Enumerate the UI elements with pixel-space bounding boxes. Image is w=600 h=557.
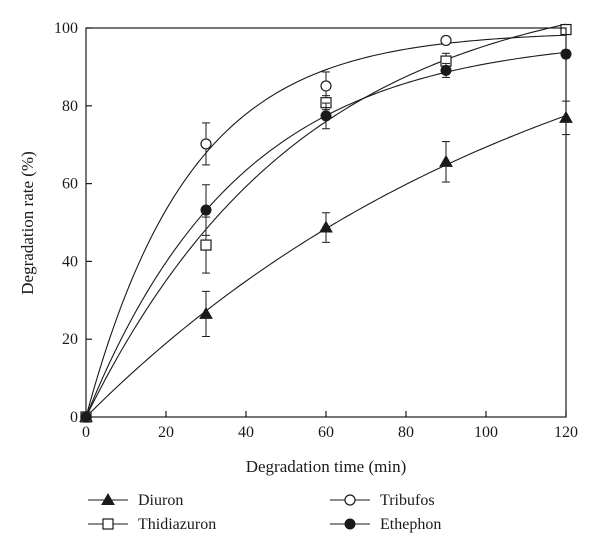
legend-marker (344, 518, 356, 530)
plot-area (79, 23, 573, 423)
diuron-point (319, 220, 333, 233)
thidiazuron-point (200, 239, 212, 251)
legend-marker (101, 492, 115, 505)
tribufos-point (320, 80, 332, 92)
legend: Diuron Tribufos Thidiazuron Ethephon (88, 492, 441, 533)
legend-label: Diuron (138, 492, 183, 509)
legend-item-tribufos: Tribufos (330, 492, 435, 509)
series-ethephon (80, 48, 572, 423)
legend-label: Thidiazuron (138, 516, 216, 533)
y-axis-title: Degradation rate (%) (18, 151, 37, 294)
y-tick-label: 0 (70, 409, 78, 426)
x-tick-label: 120 (554, 424, 578, 441)
x-tick-label: 60 (318, 424, 334, 441)
tribufos-point (440, 34, 452, 47)
x-tick-label: 100 (474, 424, 498, 441)
legend-item-thidiazuron: Thidiazuron (88, 516, 216, 533)
ethephon-point (320, 110, 332, 122)
legend-marker (102, 518, 114, 530)
series-diuron (79, 100, 573, 422)
x-tick-label: 80 (398, 424, 414, 441)
ethephon-point (200, 204, 212, 216)
legend-label: Ethephon (380, 516, 441, 533)
y-tick-label: 40 (62, 253, 78, 270)
legend-marker (344, 494, 356, 506)
tribufos-point (200, 138, 212, 150)
y-tick-label: 100 (54, 20, 78, 37)
ethephon-point (440, 64, 452, 76)
legend-label: Tribufos (380, 492, 435, 509)
x-tick-label: 0 (82, 424, 90, 441)
y-tick-label: 80 (62, 98, 78, 115)
y-tick-label: 20 (62, 331, 78, 348)
legend-item-diuron: Diuron (88, 492, 183, 509)
tribufos-fit-line (85, 34, 567, 418)
diuron-point (439, 154, 453, 167)
legend-item-ethephon: Ethephon (330, 516, 441, 533)
x-tick-label: 40 (238, 424, 254, 441)
axes: 0 20 40 60 80 100 120 0 20 40 60 80 100 (54, 20, 578, 441)
diuron-point (199, 306, 213, 319)
diuron-fit-line (85, 115, 567, 418)
y-tick-label: 60 (62, 176, 78, 193)
x-axis-title: Degradation time (min) (246, 457, 407, 476)
x-tick-label: 20 (158, 424, 174, 441)
